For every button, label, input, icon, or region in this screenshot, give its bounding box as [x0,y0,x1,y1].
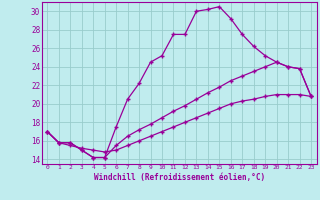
X-axis label: Windchill (Refroidissement éolien,°C): Windchill (Refroidissement éolien,°C) [94,173,265,182]
